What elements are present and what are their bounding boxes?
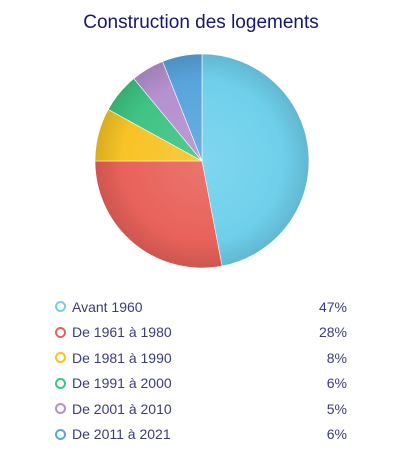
legend-value: 5% xyxy=(326,400,347,417)
legend-marker xyxy=(55,403,66,415)
legend-item-avant-1960[interactable]: Avant 1960 47% xyxy=(55,294,347,320)
legend-item-1981-1990[interactable]: De 1981 à 1990 8% xyxy=(55,345,347,371)
legend-marker xyxy=(55,428,66,440)
pie-slice-6[interactable] xyxy=(162,53,203,162)
legend-label: De 1991 à 2000 xyxy=(72,375,172,392)
legend-value: 47% xyxy=(318,298,347,315)
legend-item-2001-2010[interactable]: De 2001 à 2010 5% xyxy=(55,396,347,422)
legend-item-1991-2000[interactable]: De 1991 à 2000 6% xyxy=(55,371,347,397)
legend-value: 28% xyxy=(318,324,347,341)
pie-chart xyxy=(94,53,310,269)
legend-label: Avant 1960 xyxy=(72,298,143,315)
legend-value: 6% xyxy=(326,375,347,392)
legend-marker xyxy=(55,301,66,313)
pie-slice-1[interactable] xyxy=(201,53,310,267)
legend-label: De 1981 à 1990 xyxy=(72,349,172,366)
legend-label: De 1961 à 1980 xyxy=(72,324,172,341)
legend-item-2011-2021[interactable]: De 2011 à 2021 6% xyxy=(55,422,347,448)
chart-legend: Avant 1960 47% De 1961 à 1980 28% De 198… xyxy=(55,294,347,447)
legend-label: De 2001 à 2010 xyxy=(72,400,172,417)
legend-marker xyxy=(55,377,66,389)
legend-marker xyxy=(55,326,66,338)
legend-item-1961-1980[interactable]: De 1961 à 1980 28% xyxy=(55,320,347,346)
pie-slice-2[interactable] xyxy=(94,160,223,269)
legend-value: 8% xyxy=(326,349,347,366)
legend-label: De 2011 à 2021 xyxy=(72,426,171,443)
legend-marker xyxy=(55,352,66,364)
chart-title: Construction des logements xyxy=(83,12,319,33)
legend-value: 6% xyxy=(326,426,347,443)
